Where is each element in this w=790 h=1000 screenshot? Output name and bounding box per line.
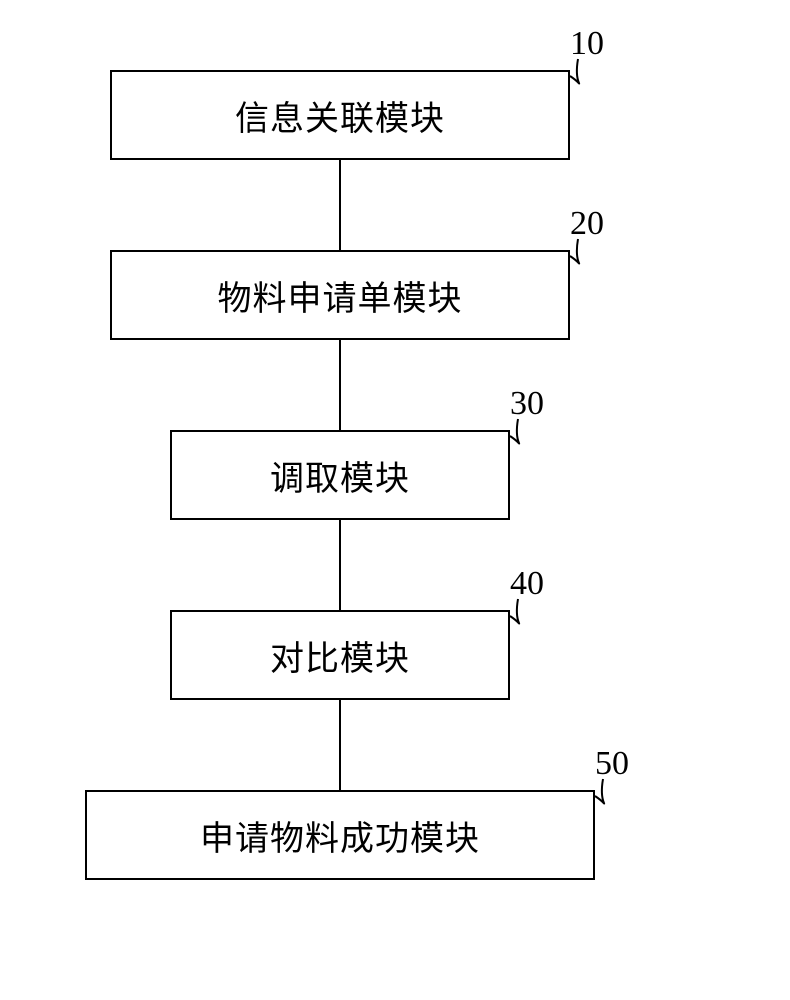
- flow-node-label: 对比模块: [270, 631, 410, 680]
- callout-number: 40: [510, 565, 544, 603]
- flow-node-n4: 对比模块: [170, 610, 510, 700]
- flow-node-label: 物料申请单模块: [218, 271, 463, 320]
- flow-edge: [339, 340, 341, 430]
- flow-node-n5: 申请物料成功模块: [85, 790, 595, 880]
- flowchart-canvas: 信息关联模块 10 物料申请单模块 20 调取模块 30 对比模块 40 申请物料成功模块 50: [0, 0, 790, 1000]
- callout-number: 50: [595, 745, 629, 783]
- flow-node-n2: 物料申请单模块: [110, 250, 570, 340]
- flow-edge: [339, 520, 341, 610]
- callout-number: 30: [510, 385, 544, 423]
- flow-node-label: 信息关联模块: [235, 91, 445, 140]
- flow-edge: [339, 160, 341, 250]
- flow-node-n1: 信息关联模块: [110, 70, 570, 160]
- flow-node-label: 调取模块: [270, 451, 410, 500]
- flow-node-n3: 调取模块: [170, 430, 510, 520]
- callout-number: 10: [570, 25, 604, 63]
- callout-number: 20: [570, 205, 604, 243]
- flow-edge: [339, 700, 341, 790]
- flow-node-label: 申请物料成功模块: [200, 811, 480, 860]
